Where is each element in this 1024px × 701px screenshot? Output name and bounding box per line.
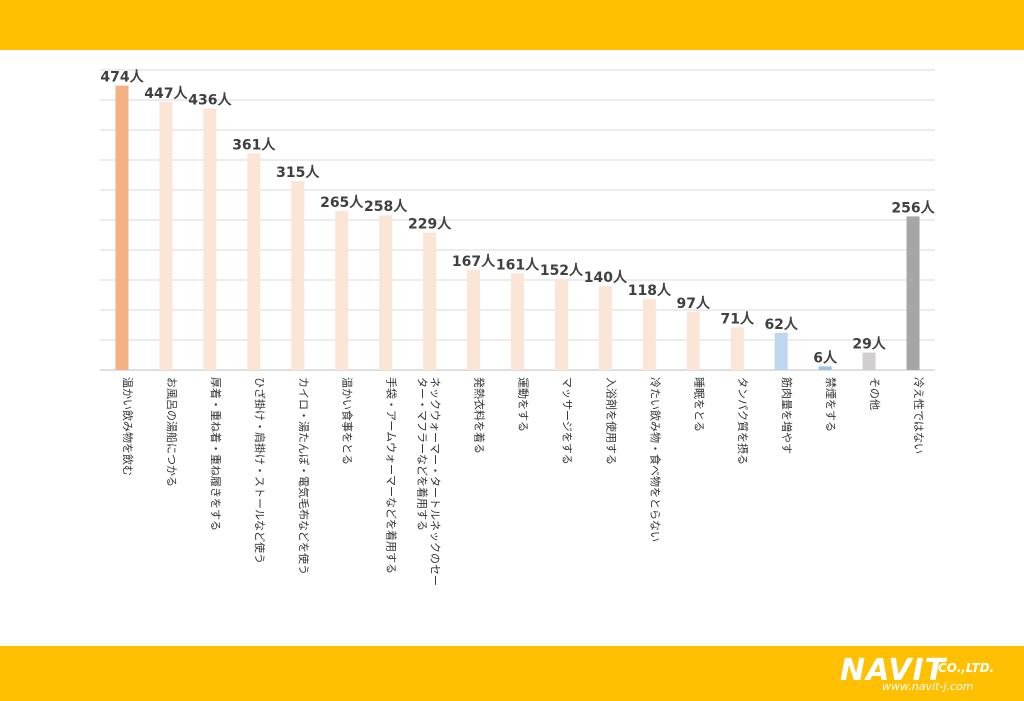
- bar: [598, 286, 612, 370]
- category-label: 入浴剤を使用する: [604, 377, 618, 465]
- category-label: 温かい食事をとる: [341, 377, 355, 465]
- category-label: 睡眠をとる: [692, 377, 705, 432]
- category-label: 禁煙をする: [824, 377, 837, 432]
- logo-url: www.navit-j.com: [882, 680, 974, 693]
- bar-value-label: 62人: [764, 316, 798, 333]
- category-label: 運動をする: [517, 377, 531, 432]
- bar-value-label: 161人: [496, 256, 540, 273]
- chart-bars: [115, 85, 920, 371]
- bar-value-label: 152人: [540, 262, 584, 279]
- bar-value-label: 97人: [677, 295, 711, 312]
- bar-value-label: 474人: [100, 69, 144, 86]
- bar: [291, 181, 305, 370]
- bar-value-label: 361人: [232, 136, 276, 153]
- bar-value-label: 436人: [188, 91, 232, 108]
- bar-value-label: 71人: [720, 310, 754, 327]
- category-label: その他: [868, 377, 881, 410]
- bar: [730, 327, 744, 370]
- bar: [686, 311, 700, 370]
- bar: [159, 101, 173, 371]
- chart-category-labels: 温かい飲み物を飲む お風呂の湯船につかる 厚着・重ね着・重ね履きをする ひざ掛け・肩掛…: [121, 377, 926, 586]
- bar: [554, 278, 568, 370]
- bar: [379, 215, 393, 370]
- navit-logo: NAVIT CO.,LTD. www.navit-j.com: [840, 651, 1018, 697]
- logo-mark: NAVIT: [840, 653, 947, 688]
- bar-value-label: 265人: [320, 194, 364, 211]
- bar-value-label: 140人: [584, 269, 628, 286]
- bar-value-label: 258人: [364, 198, 408, 215]
- bar: [511, 273, 524, 370]
- category-label: 冷たい飲み物・食べ物をとらない: [648, 377, 662, 542]
- bar: [115, 85, 129, 370]
- category-label: タンパク質を摂る: [736, 377, 750, 465]
- bar-value-label: 6人: [813, 349, 838, 366]
- category-label: 筋肉量を増やす: [780, 377, 794, 454]
- bar: [335, 211, 349, 370]
- category-label: ター・マフラーなどを着用する: [416, 377, 430, 531]
- bottom-banner: [0, 646, 1024, 701]
- category-label: 冷え性ではない: [912, 377, 926, 454]
- bar: [862, 352, 876, 370]
- category-label: お風呂の湯船につかる: [165, 377, 179, 487]
- category-label: 手袋・アームウォーマーなどを着用する: [385, 377, 399, 574]
- category-label: ひざ掛け・肩掛け・ストールなど使う: [253, 377, 267, 564]
- bar: [247, 153, 261, 370]
- bar-value-label: 256人: [891, 199, 935, 216]
- bar-value-label: 447人: [144, 85, 188, 102]
- category-label: マッサージをする: [560, 377, 573, 465]
- category-label: 厚着・重ね着・重ね履きをする: [209, 377, 223, 531]
- top-banner: [0, 0, 1024, 50]
- bar: [774, 332, 788, 370]
- logo-company-suffix: CO.,LTD.: [938, 661, 995, 675]
- category-label: カイロ・湯たんぽ・電気毛布などを使う: [297, 377, 311, 575]
- bar: [423, 232, 437, 370]
- bar: [642, 299, 656, 370]
- bar-value-label: 315人: [276, 164, 320, 181]
- bar: [203, 108, 217, 371]
- bar-value-label: 118人: [628, 282, 672, 299]
- bar-value-label: 229人: [408, 216, 452, 233]
- bar: [467, 269, 481, 370]
- category-label: ネックウォーマー・タートルネックのセー: [429, 377, 442, 586]
- category-label: 温かい飲み物を飲む: [121, 377, 135, 476]
- bar-value-label: 29人: [852, 336, 886, 353]
- bar: [906, 216, 920, 370]
- bar: [818, 366, 832, 370]
- category-label: 発熱衣料を着る: [473, 377, 487, 454]
- bar-value-label: 167人: [452, 253, 496, 270]
